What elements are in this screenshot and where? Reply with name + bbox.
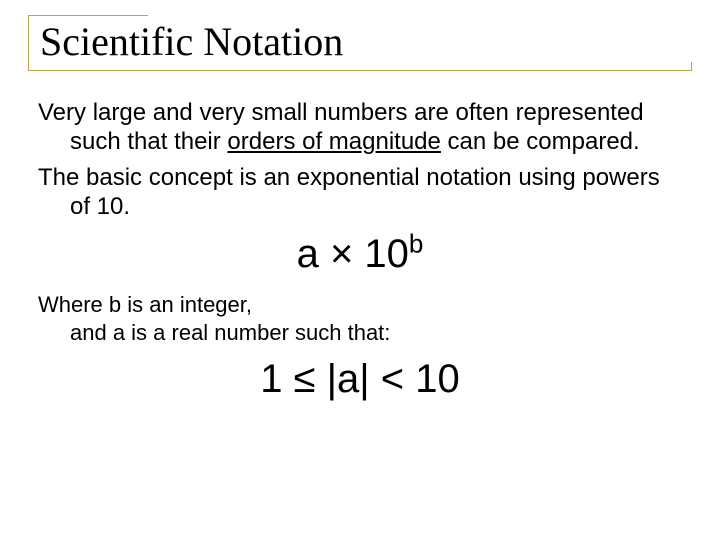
slide: Scientific Notation Very large and very … bbox=[0, 0, 720, 540]
formula-1: a × 10b bbox=[38, 229, 682, 279]
slide-title: Scientific Notation bbox=[40, 18, 343, 65]
title-rule-vert-left bbox=[28, 15, 29, 70]
para1-text-b: can be compared. bbox=[441, 128, 640, 155]
para1-underlined: orders of magnitude bbox=[227, 128, 440, 155]
title-rule-vert-right bbox=[691, 62, 692, 70]
title-rule-bottom bbox=[28, 70, 692, 71]
formula-exponent: b bbox=[409, 229, 423, 259]
formula-base: a × 10 bbox=[297, 232, 409, 276]
title-rule-top bbox=[28, 15, 148, 16]
para3-line1: Where b is an integer, bbox=[38, 292, 252, 317]
paragraph-1: Very large and very small numbers are of… bbox=[38, 98, 682, 157]
slide-body: Very large and very small numbers are of… bbox=[38, 98, 682, 416]
formula-2: 1 ≤ |a| < 10 bbox=[38, 354, 682, 404]
paragraph-3: Where b is an integer, and a is a real n… bbox=[38, 291, 682, 346]
paragraph-2: The basic concept is an exponential nota… bbox=[38, 163, 682, 222]
para3-line2: and a is a real number such that: bbox=[70, 320, 390, 345]
